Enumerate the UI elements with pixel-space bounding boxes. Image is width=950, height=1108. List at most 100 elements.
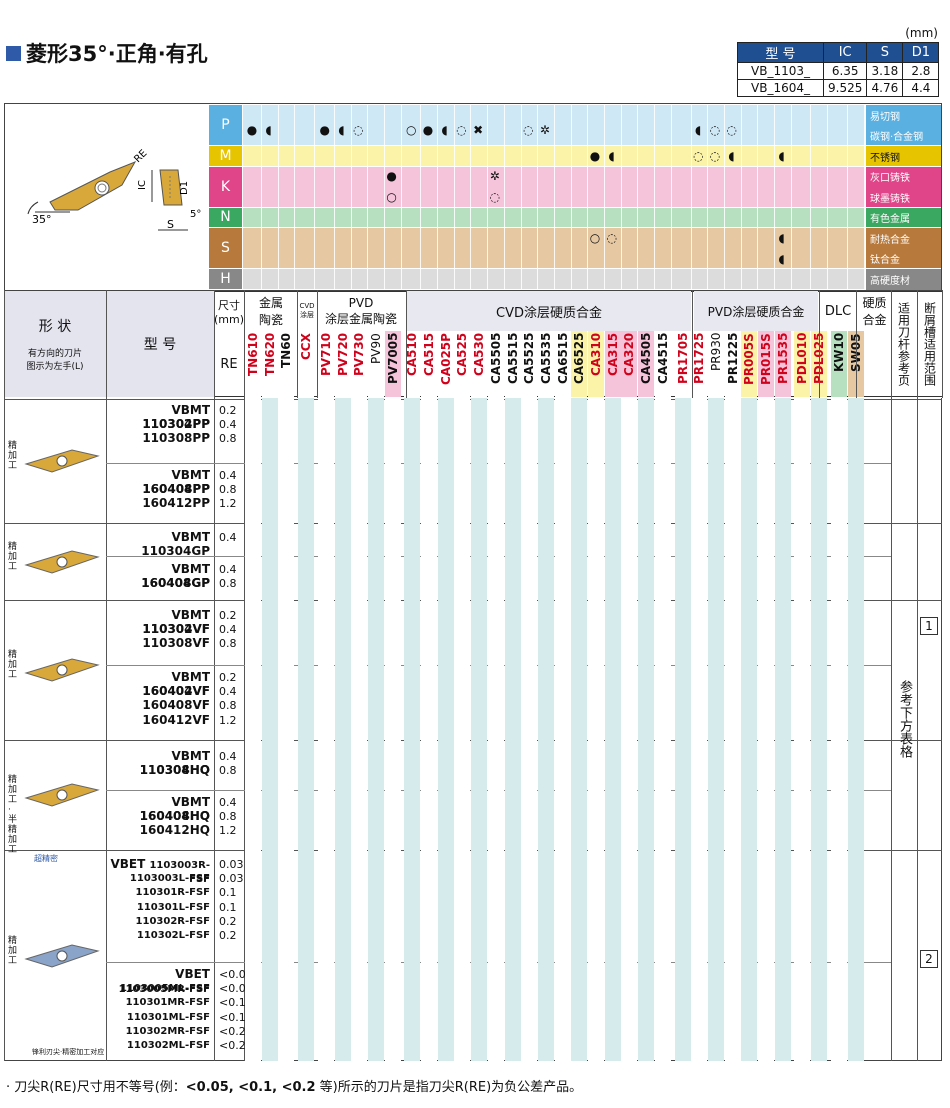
grid-line [654,104,656,290]
grid-line [350,104,352,290]
grade-column [691,398,708,1061]
grid-line [503,104,505,290]
re-value: 0.4 [219,750,237,763]
grid-line [314,104,316,290]
angle-label: 35° [32,213,52,226]
material-row-M: M 不锈钢 [209,145,941,167]
grade-column [454,398,471,1061]
model-number: VBET 1103003R-FSF [110,857,210,886]
model-suffix: 1103003R-FSF [149,860,210,885]
model-number: 160412PP [142,496,210,511]
header-toolref: 适用刀杆参考页 [896,302,911,386]
category-label: 精加工 [8,650,18,680]
model-prefix: VBET [175,967,210,981]
header-divider [692,290,693,398]
dim-cell: 9.525 [822,79,868,97]
grade-PV7005: PV7005 [384,331,401,397]
material-sub-label: 不锈钢 [865,146,941,167]
grid-line [470,104,472,290]
header-cvd-short: CVD 涂层 [299,302,315,319]
material-symbol: ◖ [728,149,735,163]
grade-PR1705: PR1705 [674,331,691,397]
grid-line [277,104,279,290]
dim-cell: VB_1103_ [737,62,824,80]
grade-column [384,398,401,1061]
model-number: VBMT 110302PP [142,403,210,431]
grade-column [774,398,791,1061]
material-row-S: S 耐热合金 钛合金 [209,227,941,269]
body-divider [4,398,5,1061]
grid-line [333,104,335,290]
model-number: 110308HQ [139,763,210,778]
re-value: 0.4 [219,469,237,482]
material-chart [4,103,942,291]
grade-CA6525: CA6525 [571,331,588,397]
header-shape-note: 有方向的刀片 图示为左手(L) [26,349,84,372]
grade-column [724,398,741,1061]
body-divider [214,398,215,1061]
body-divider [244,398,245,1061]
re-value: 0.4 [219,418,237,432]
material-letter: K [209,166,243,207]
re-value: 1.2 [219,824,237,838]
dim-cell: VB_1604_ [737,79,824,97]
grade-column [537,398,554,1061]
grade-PR1535: PR1535 [774,331,791,397]
grade-CA530: CA530 [471,331,488,397]
grade-column [741,398,758,1061]
model-number: 160404VF [142,684,210,699]
model-number: 110302L-FSF [136,930,210,941]
category-label: 精加工·半精加工 [8,775,18,855]
material-row-K: K 灰口铸铁 球墨铸铁 [209,165,941,208]
header-divider [297,290,298,398]
re-value: 0.8 [219,483,237,497]
grid-line [453,104,455,290]
material-letter: P [209,105,243,145]
grade-column [811,398,828,1061]
insert-thumbnail [24,944,100,968]
insert-diagram: 35° RE IC D1 5° S [27,148,201,231]
material-symbol: ✲ [539,123,550,137]
material-symbol: ◌ [522,123,534,137]
re-value: 0.8 [219,637,237,651]
grade-PR1225: PR1225 [724,331,741,397]
re-value: 0.4 [219,563,237,576]
re-value: 1.2 [219,713,237,727]
material-sub-label: 耐热合金 [865,228,941,249]
grid-line [294,104,296,290]
material-sub-label: 有色金属 [865,207,941,228]
grid-line [437,104,438,290]
insert-thumbnail [24,449,100,473]
category-note: 锋利刃尖·精密加工对应 [32,1048,105,1056]
grade-column [298,398,315,1061]
dim-cell: 4.4 [902,79,940,97]
material-symbol: ◌ [726,123,737,137]
material-sub-label: 球墨铸铁 [865,187,941,208]
model-number: 110304VF [142,622,210,637]
grade-CA315: CA315 [604,331,621,397]
material-symbol: ● [319,123,331,137]
material-row-N: N 有色金属 [209,206,941,228]
grid-line [487,104,489,290]
material-sub-label: 钛合金 [865,248,941,269]
model-number: 110302MR-FSF [125,1025,210,1037]
grade-column [571,398,588,1061]
material-letter: H [209,269,243,289]
material-symbol: ✲ [489,169,500,183]
grade-CCX: CCX [298,331,315,397]
grid-line [670,104,672,290]
header-dlc: DLC [824,303,852,319]
re-value: <0.1 [219,996,246,1010]
material-symbol: ○ [589,231,601,245]
ref-page-2: 2 [920,950,938,968]
grade-CA4515: CA4515 [654,331,671,397]
grid-line [774,104,775,290]
unit-label: (mm) [905,26,938,40]
grade-column [621,398,638,1061]
grade-TN620: TN620 [261,331,278,397]
re-value: 0.4 [219,796,237,809]
header-size: 尺寸 (mm) [214,298,245,326]
header-divider [942,290,943,398]
grid-line [553,104,555,290]
grade-column [638,398,655,1061]
